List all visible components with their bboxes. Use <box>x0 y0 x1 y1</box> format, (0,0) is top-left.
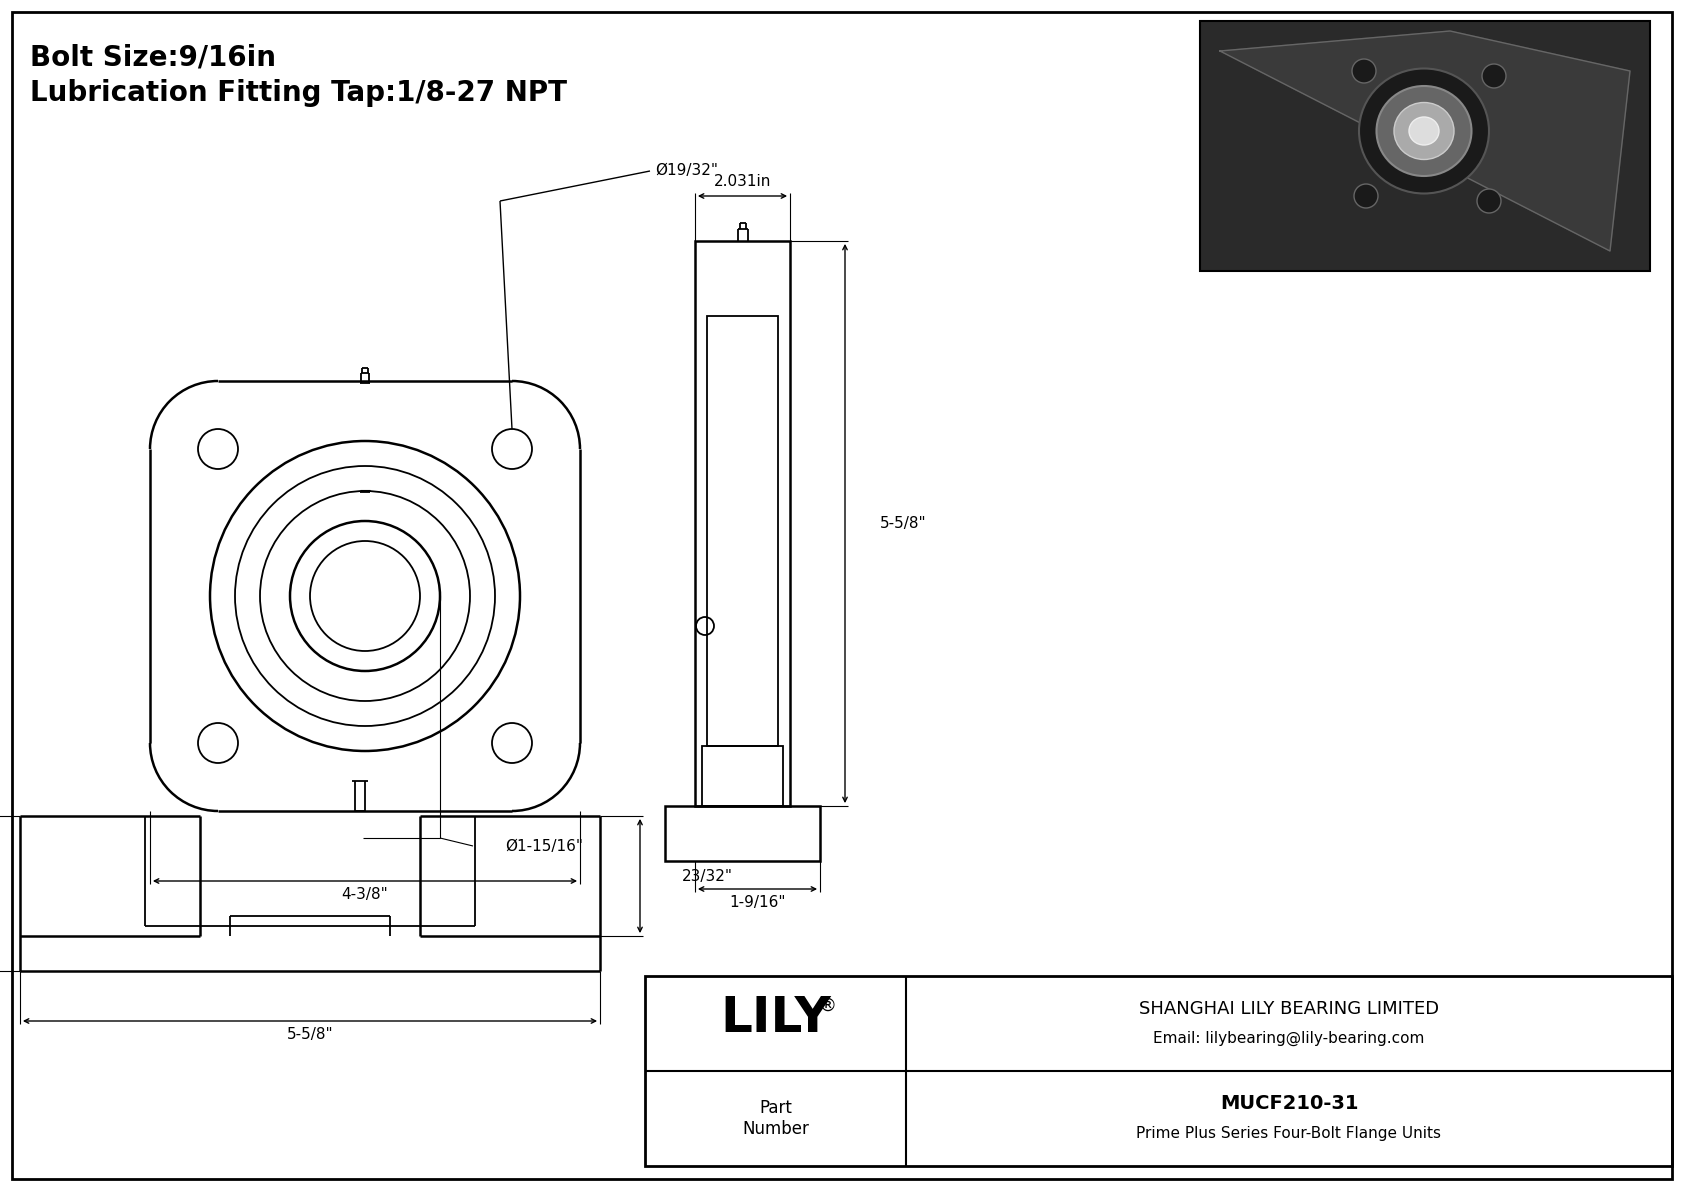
Text: LILY: LILY <box>721 994 830 1042</box>
Text: Bolt Size:9/16in: Bolt Size:9/16in <box>30 43 276 71</box>
Text: 5-5/8": 5-5/8" <box>881 516 926 531</box>
Circle shape <box>1354 183 1378 208</box>
Bar <box>695 241 790 806</box>
Text: Part
Number: Part Number <box>743 1099 808 1137</box>
Circle shape <box>1352 60 1376 83</box>
Bar <box>707 316 778 746</box>
Ellipse shape <box>1376 86 1472 176</box>
Bar <box>1201 21 1650 272</box>
Text: Email: lilybearing@lily-bearing.com: Email: lilybearing@lily-bearing.com <box>1154 1031 1425 1046</box>
Text: 1-9/16": 1-9/16" <box>729 896 786 910</box>
Ellipse shape <box>1359 69 1489 193</box>
Text: ®: ® <box>818 997 837 1015</box>
Text: Lubrication Fitting Tap:1/8-27 NPT: Lubrication Fitting Tap:1/8-27 NPT <box>30 79 568 107</box>
Circle shape <box>1482 64 1505 88</box>
Text: Ø1-15/16": Ø1-15/16" <box>505 838 583 854</box>
Text: Prime Plus Series Four-Bolt Flange Units: Prime Plus Series Four-Bolt Flange Units <box>1137 1125 1442 1141</box>
Circle shape <box>1477 189 1500 213</box>
Ellipse shape <box>1410 117 1440 145</box>
Text: 5-5/8": 5-5/8" <box>286 1028 333 1042</box>
Bar <box>645 975 1672 1166</box>
Text: Ø19/32": Ø19/32" <box>655 162 717 177</box>
Text: SHANGHAI LILY BEARING LIMITED: SHANGHAI LILY BEARING LIMITED <box>1138 999 1440 1017</box>
Text: 23/32": 23/32" <box>682 868 733 884</box>
Bar <box>665 806 820 861</box>
Polygon shape <box>1219 31 1630 251</box>
Ellipse shape <box>1394 102 1453 160</box>
Text: 2.031in: 2.031in <box>714 175 771 189</box>
Bar <box>702 746 783 806</box>
Text: MUCF210-31: MUCF210-31 <box>1219 1095 1359 1114</box>
Text: 4-3/8": 4-3/8" <box>342 887 389 903</box>
